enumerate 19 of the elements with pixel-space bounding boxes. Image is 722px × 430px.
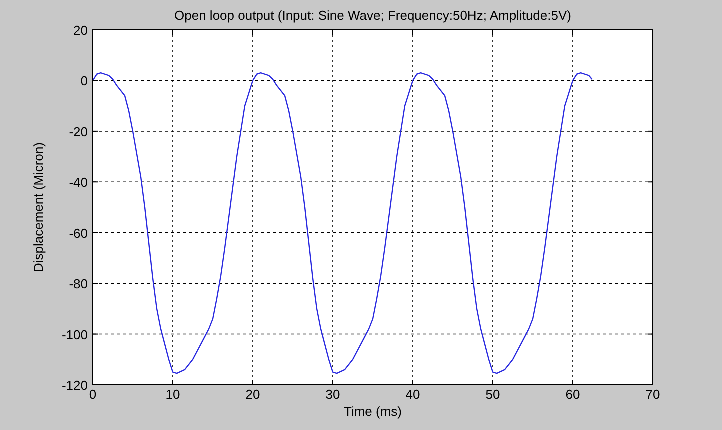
x-tick-label: 20: [246, 387, 260, 402]
y-axis-title: Displacement (Micron): [31, 142, 46, 273]
x-tick-label: 30: [326, 387, 340, 402]
y-tick-label: 20: [74, 23, 88, 38]
y-tick-label: -40: [69, 175, 88, 190]
y-tick-label: -100: [62, 327, 88, 342]
line-series: [93, 72, 593, 374]
x-tick-label: 10: [166, 387, 180, 402]
y-tick-label: -80: [69, 276, 88, 292]
x-tick-label: 70: [646, 387, 660, 402]
chart-title: Open loop output (Input: Sine Wave; Frequency:50Hz; Amplitude:5V): [174, 8, 572, 23]
y-tick-label: -120: [62, 378, 88, 393]
x-tick-label: 50: [486, 387, 500, 402]
y-tick-label: 0: [80, 74, 88, 89]
x-tick-label: 40: [406, 387, 420, 402]
y-tick-label: -20: [69, 124, 88, 140]
x-axis-title: Time (ms): [344, 404, 402, 419]
x-tick-label: 60: [566, 387, 580, 402]
y-tick-label: -60: [69, 226, 88, 241]
